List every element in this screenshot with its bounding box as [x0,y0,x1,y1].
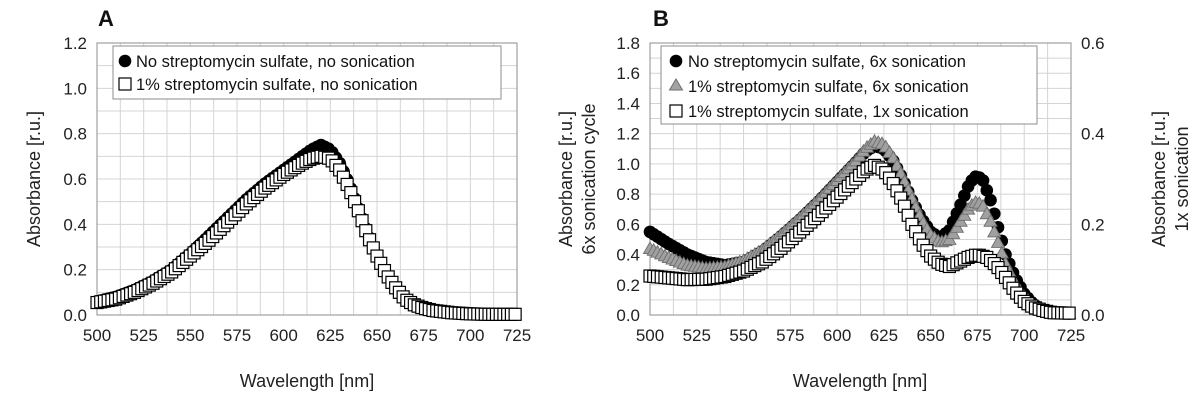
legend-label-b-series-2: 1% streptomycin sulfate, 6x sonication [688,78,969,96]
x-tick-label: 675 [409,326,437,345]
y2-tick-label: 0.2 [1081,215,1105,234]
y2-tick-label: 0.4 [1081,125,1105,144]
panel-a-plot-area [96,42,518,316]
data-point [994,245,1010,259]
y-tick-label: 0.4 [616,246,640,265]
panel-b-label: B [653,6,669,31]
x-tick-label: 500 [83,326,111,345]
x-tick-label: 525 [683,326,711,345]
x-tick-label: 625 [316,326,344,345]
x-tick-label: 700 [456,326,484,345]
y-tick-label: 0.0 [63,306,87,325]
y-tick-label: 1.2 [616,125,640,144]
y-tick-label: 0.2 [63,261,87,280]
legend-open-square-marker [118,77,132,91]
y-tick-label: 0.8 [63,125,87,144]
panel-b-y-ticks: 0.0 0.2 0.4 0.6 0.8 1.0 1.2 1.4 1.6 1.8 [616,34,640,325]
x-tick-label: 725 [1057,326,1085,345]
y-tick-label: 0.2 [616,276,640,295]
legend-label-b-series-3: 1% streptomycin sulfate, 1x sonication [688,103,969,121]
panel-a: A 0.0 0.2 0.4 0.6 0.8 1.0 1.2 500 525 550 575 600 6… [24,6,531,391]
panel-a-legend: No streptomycin sulfate, no sonication 1… [112,45,502,100]
panel-b-legend: No streptomycin sulfate, 6x sonication 1… [660,45,1038,125]
legend-open-square-marker [669,104,683,118]
panel-b-x-ticks: 500 525 550 575 600 625 650 675 700 725 [636,326,1085,345]
panel-a-x-ticks: 500 525 550 575 600 625 650 675 700 725 [83,326,531,345]
data-point [1062,306,1076,320]
legend-label-a-series-1: No streptomycin sulfate, no sonication [136,53,415,71]
panel-b-y2-axis-title-line2: 1x sonication [1172,126,1192,231]
x-tick-label: 525 [129,326,157,345]
x-tick-label: 700 [1010,326,1038,345]
x-tick-label: 600 [823,326,851,345]
x-tick-label: 550 [176,326,204,345]
legend-gray-triangle-marker [668,78,684,91]
legend-filled-circle-marker [118,54,132,68]
y2-tick-label: 0.0 [1081,306,1105,325]
panel-a-x-axis-title: Wavelength [nm] [240,371,374,391]
x-tick-label: 575 [776,326,804,345]
x-tick-label: 650 [363,326,391,345]
panel-a-y-ticks: 0.0 0.2 0.4 0.6 0.8 1.0 1.2 [63,34,87,325]
panel-b-legend-box [660,45,1038,125]
y-tick-label: 1.6 [616,64,640,83]
data-point [983,213,998,227]
y-tick-label: 0.6 [63,170,87,189]
panel-b-series [642,133,1077,320]
legend-label-a-series-2: 1% streptomycin sulfate, no sonication [136,76,418,94]
y-tick-label: 0.8 [616,185,640,204]
panel-b-y2-axis-title-line1: Absorbance [r.u.] [1149,111,1169,247]
y-tick-label: 1.0 [616,155,640,174]
y-tick-label: 0.4 [63,215,87,234]
y-tick-label: 1.4 [616,94,640,113]
y-tick-label: 0.6 [616,215,640,234]
data-point [984,193,997,207]
data-point [987,224,1002,238]
data-point [508,307,522,321]
x-tick-label: 675 [963,326,991,345]
legend-filled-circle-marker [669,54,683,68]
panel-a-label: A [98,6,114,31]
series-2 [643,158,1076,320]
y-tick-label: 1.2 [63,34,87,53]
x-tick-label: 550 [729,326,757,345]
panel-a-legend-box [112,45,502,100]
data-point [976,174,990,187]
panel-b-y2-ticks: 0.0 0.2 0.4 0.6 [1081,34,1105,325]
y2-tick-label: 0.6 [1081,34,1105,53]
x-tick-label: 600 [269,326,297,345]
x-tick-label: 575 [223,326,251,345]
panel-b: B 0.00.20.40.60.81.01.21.41.61.8 0.00.20… [556,6,1192,391]
panel-b-y-axis-title-line1: Absorbance [r.u.] [556,111,576,247]
y-tick-label: 0.0 [616,306,640,325]
series-1 [90,149,522,321]
x-tick-label: 725 [503,326,531,345]
x-tick-label: 625 [870,326,898,345]
data-point [980,184,994,197]
panel-b-x-axis-title: Wavelength [nm] [793,371,927,391]
x-tick-label: 500 [636,326,664,345]
panel-a-series [90,138,522,321]
y-tick-label: 1.0 [63,79,87,98]
legend-label-b-series-1: No streptomycin sulfate, 6x sonication [688,53,966,71]
panel-b-plot-area [649,42,1072,316]
data-point [990,235,1006,248]
x-tick-label: 650 [916,326,944,345]
y-tick-label: 1.8 [616,34,640,53]
panel-a-y-axis-title: Absorbance [r.u.] [24,111,44,247]
panel-b-y-axis-title-line2: 6x sonication cycle [579,103,599,254]
